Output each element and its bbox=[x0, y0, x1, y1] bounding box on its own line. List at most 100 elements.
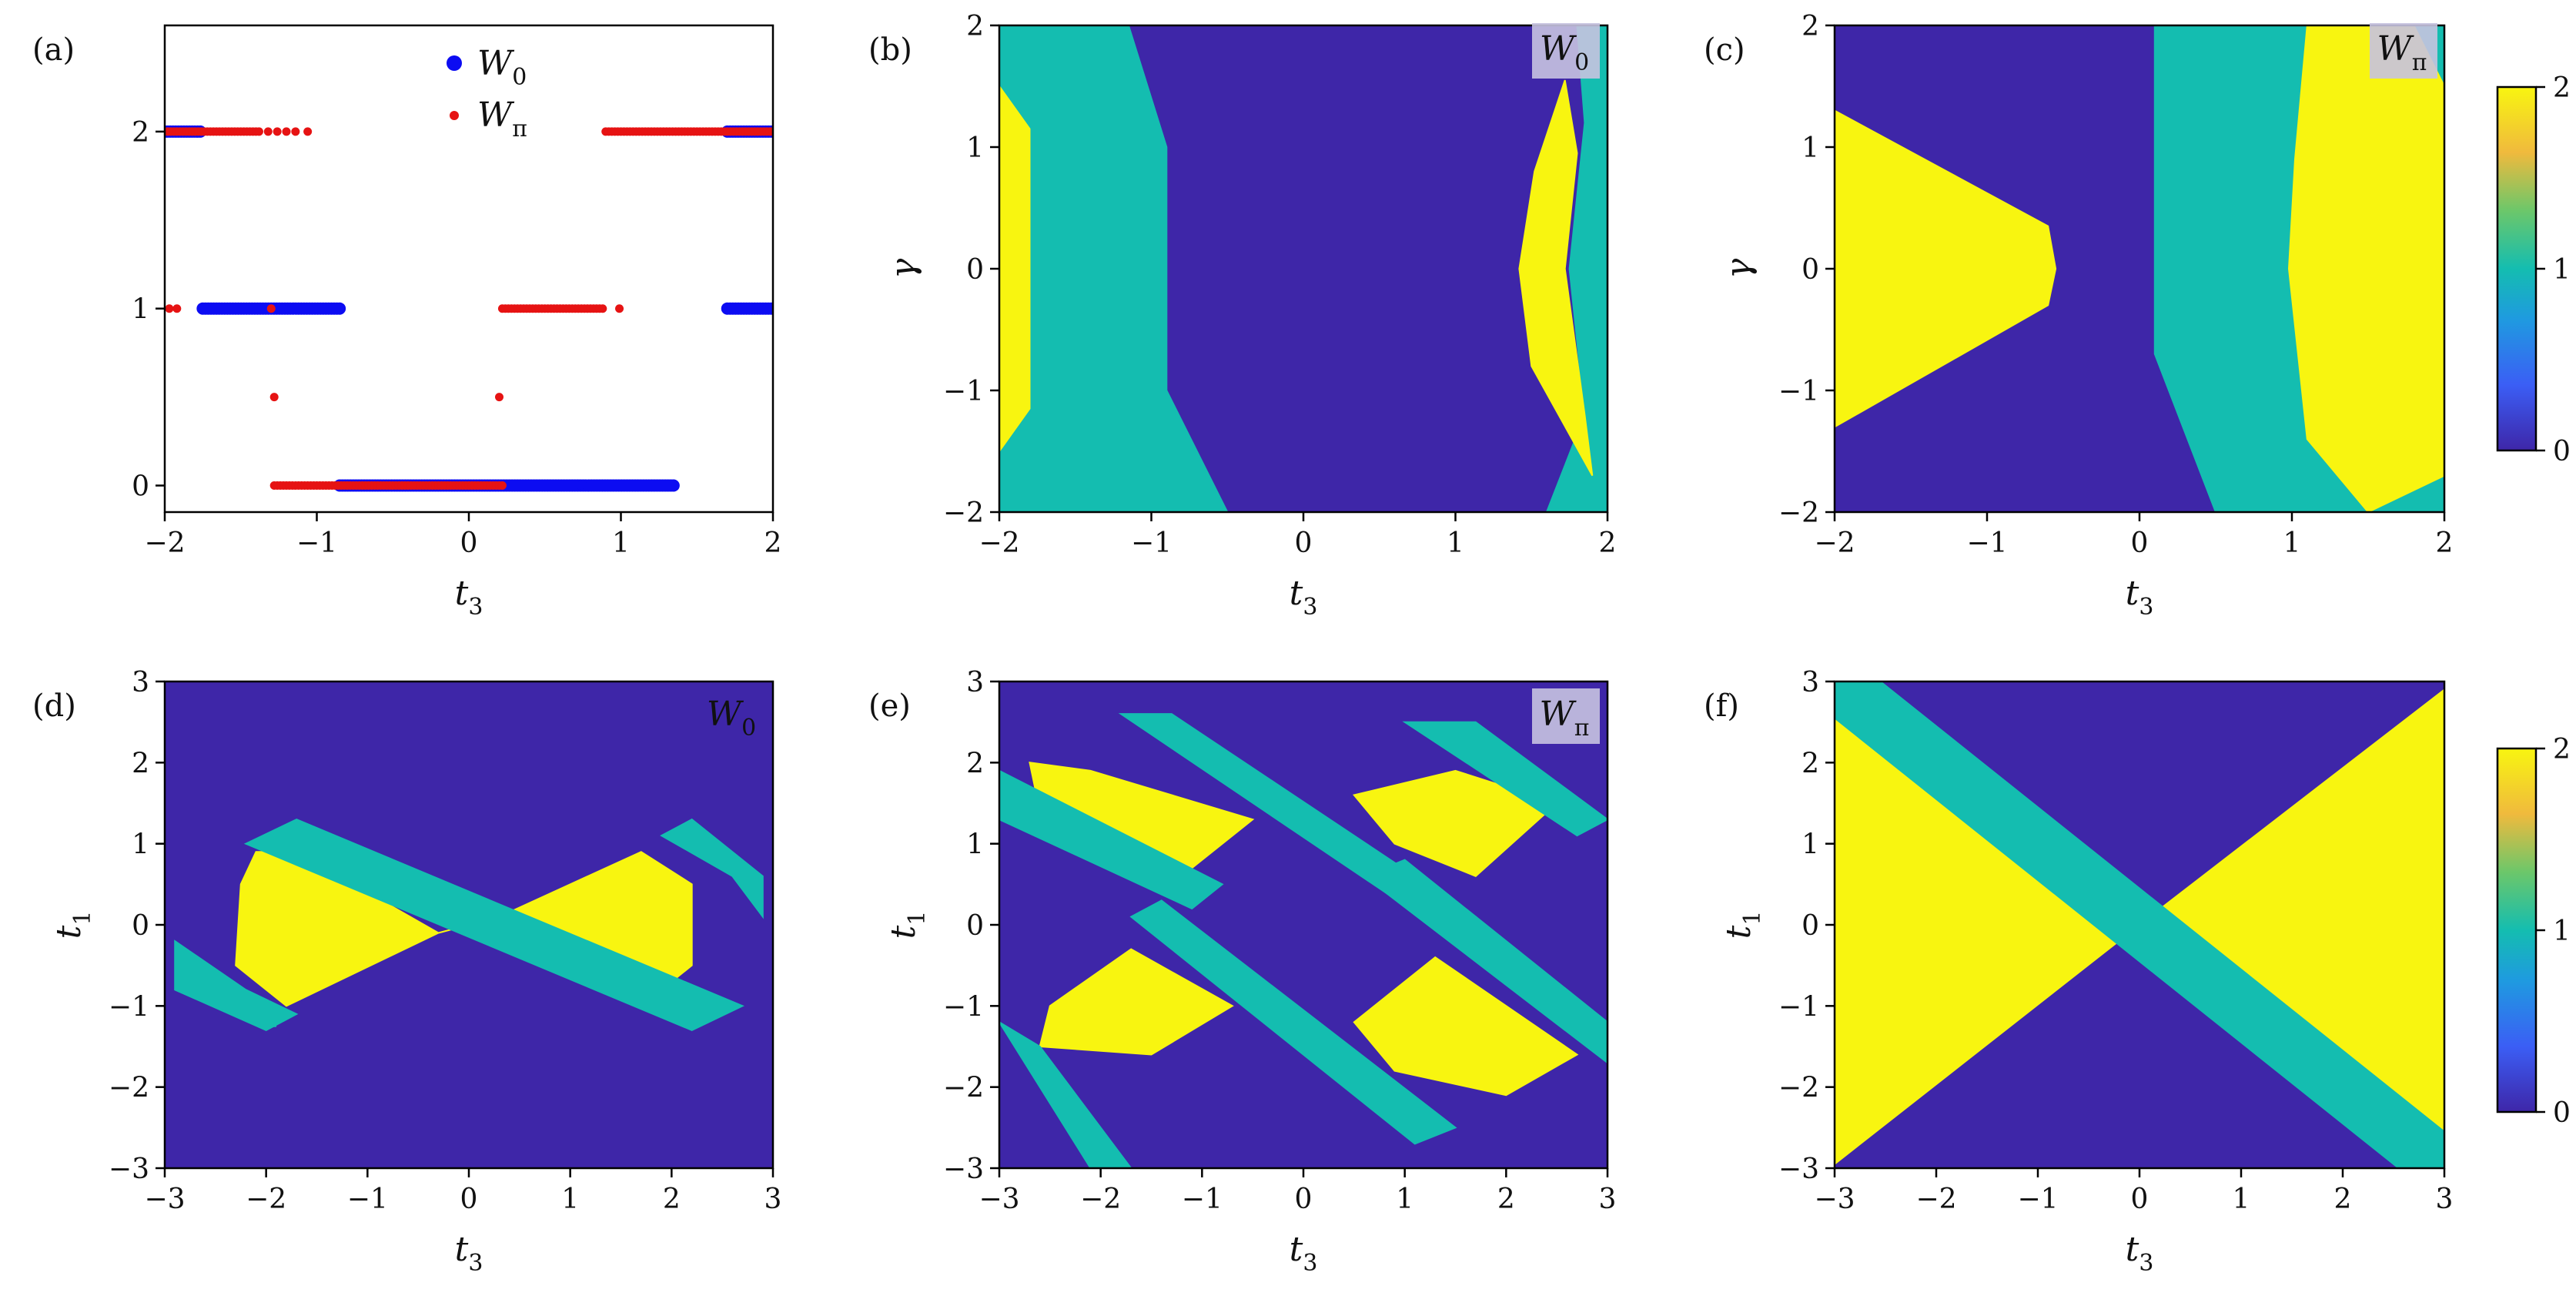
y-tick-label: 1 bbox=[966, 132, 984, 164]
inset-label: W0 bbox=[1540, 29, 1589, 76]
y-tick-label: −2 bbox=[943, 1073, 984, 1104]
x-tick-label: −2 bbox=[246, 1184, 286, 1215]
y-tick-label: −3 bbox=[943, 1154, 984, 1185]
y-tick-label: 0 bbox=[132, 471, 149, 503]
x-tick-label: 1 bbox=[1447, 527, 1464, 559]
y-tick-label: −2 bbox=[109, 1073, 149, 1104]
panel-label: (d) bbox=[32, 688, 76, 724]
y-tick-label: 1 bbox=[132, 294, 149, 326]
data-point bbox=[615, 304, 624, 313]
data-point bbox=[282, 127, 291, 136]
series-wpi-segment bbox=[165, 127, 260, 136]
heatmap-region-value-1 bbox=[660, 818, 764, 919]
x-tick-label: −2 bbox=[1915, 1184, 1956, 1215]
panel-d: −3 −2 −1 0 1 2 3 −3 −2 −1 0 1 2 3 t3 t1 (d) W0 bbox=[32, 667, 781, 1277]
colorbar-tick-label: 2 bbox=[2553, 72, 2571, 104]
legend-entry-wpi: Wπ bbox=[477, 95, 527, 142]
x-tick-label: −1 bbox=[1966, 527, 2007, 559]
heatmap-region-value-1 bbox=[1362, 859, 1607, 1064]
data-point bbox=[254, 127, 263, 136]
y-tick-label: 0 bbox=[132, 910, 149, 942]
x-tick-label: −1 bbox=[1131, 527, 1172, 559]
y-tick-label: 1 bbox=[1802, 829, 1819, 861]
colorbar-tick-label: 1 bbox=[2553, 916, 2571, 947]
heatmap-region-value-1 bbox=[1545, 25, 1607, 512]
y-tick-label: 0 bbox=[1802, 254, 1819, 286]
data-point bbox=[497, 481, 507, 491]
y-tick-label: −1 bbox=[1778, 376, 1819, 407]
colorbar-bar bbox=[2496, 747, 2538, 1113]
x-tick-label: −3 bbox=[144, 1184, 185, 1215]
inset-label-box bbox=[2370, 23, 2437, 79]
panel-label: (a) bbox=[32, 32, 75, 68]
panel-e: −3 −2 −1 0 1 2 3 −3 −2 −1 0 1 2 3 t3 t1 (e) Wπ bbox=[868, 667, 1616, 1277]
x-tick-label: 1 bbox=[2283, 527, 2301, 559]
data-point bbox=[291, 127, 300, 136]
panel-label: (b) bbox=[868, 32, 912, 68]
panel-label: (f) bbox=[1704, 688, 1739, 724]
colorbar-tick-label: 0 bbox=[2553, 1097, 2571, 1129]
y-tick-label: 2 bbox=[1802, 11, 1819, 42]
heatmap-region-value-2 bbox=[1835, 109, 2057, 428]
plot-area bbox=[165, 125, 773, 492]
colorbar-tick-label: 1 bbox=[2553, 254, 2571, 286]
x-tick-label: 1 bbox=[612, 527, 630, 559]
x-axis-label: t3 bbox=[455, 1230, 483, 1277]
y-tick-label: −2 bbox=[943, 497, 984, 529]
y-tick-label: 2 bbox=[1802, 748, 1819, 779]
plot-area bbox=[999, 25, 1607, 512]
heatmap-region-value-2 bbox=[2287, 25, 2444, 512]
y-tick-label: −2 bbox=[1778, 497, 1819, 529]
data-point bbox=[598, 304, 607, 313]
plot-area bbox=[1835, 25, 2444, 512]
inset-label-box bbox=[1532, 23, 1600, 79]
x-tick-label: −1 bbox=[347, 1184, 388, 1215]
legend-marker-w0 bbox=[447, 55, 462, 71]
inset-label: Wπ bbox=[1540, 695, 1590, 742]
y-tick-label: 0 bbox=[1802, 910, 1819, 942]
x-tick-label: 1 bbox=[1396, 1184, 1413, 1215]
x-tick-label: 0 bbox=[460, 1184, 478, 1215]
data-point bbox=[333, 302, 346, 315]
x-tick-label: 0 bbox=[1295, 1184, 1313, 1215]
y-tick-label: 3 bbox=[1802, 667, 1819, 698]
x-tick-label: −1 bbox=[2017, 1184, 2058, 1215]
x-tick-label: −3 bbox=[979, 1184, 1019, 1215]
y-tick-label: 2 bbox=[966, 11, 984, 42]
panel-b: −2 −1 0 1 2 −2 −1 0 1 2 t3 γ (b) W0 bbox=[868, 11, 1616, 621]
heatmap-region-value-2 bbox=[999, 85, 1031, 453]
x-tick-label: 3 bbox=[764, 1184, 782, 1215]
x-tick-label: −2 bbox=[1814, 527, 1855, 559]
colorbar-bar bbox=[2496, 85, 2538, 452]
series-w0-segment bbox=[196, 302, 346, 315]
heatmap-region-value-1 bbox=[243, 819, 744, 1031]
heatmap-region-value-1 bbox=[999, 25, 1229, 512]
heatmap-region-value-1 bbox=[174, 939, 299, 1032]
heatmap-region-value-1 bbox=[999, 769, 1224, 910]
data-point bbox=[263, 127, 273, 136]
series-wpi-segment bbox=[601, 127, 773, 136]
colorbar-tick-label: 0 bbox=[2553, 436, 2571, 467]
legend-marker-wpi bbox=[450, 111, 459, 120]
y-tick-label: −3 bbox=[109, 1154, 149, 1185]
y-tick-label: 2 bbox=[132, 117, 149, 149]
x-tick-label: 1 bbox=[2233, 1184, 2250, 1215]
panel-label: (e) bbox=[868, 688, 911, 724]
x-tick-label: 3 bbox=[1599, 1184, 1617, 1215]
data-point bbox=[768, 127, 773, 136]
x-tick-label: 2 bbox=[2334, 1184, 2352, 1215]
data-point bbox=[303, 127, 313, 136]
data-point bbox=[495, 393, 503, 402]
colorbar-tick-label: 2 bbox=[2553, 734, 2571, 765]
x-tick-label: 2 bbox=[2436, 527, 2454, 559]
colorbar: 0 1 2 bbox=[2496, 72, 2571, 467]
x-tick-label: −1 bbox=[296, 527, 337, 559]
axes-frame bbox=[163, 24, 774, 514]
heatmap-region-value-2 bbox=[1518, 79, 1594, 477]
x-tick-label: 0 bbox=[2131, 527, 2149, 559]
data-point bbox=[172, 304, 182, 313]
x-tick-label: 2 bbox=[764, 527, 782, 559]
inset-label: W0 bbox=[707, 695, 756, 742]
